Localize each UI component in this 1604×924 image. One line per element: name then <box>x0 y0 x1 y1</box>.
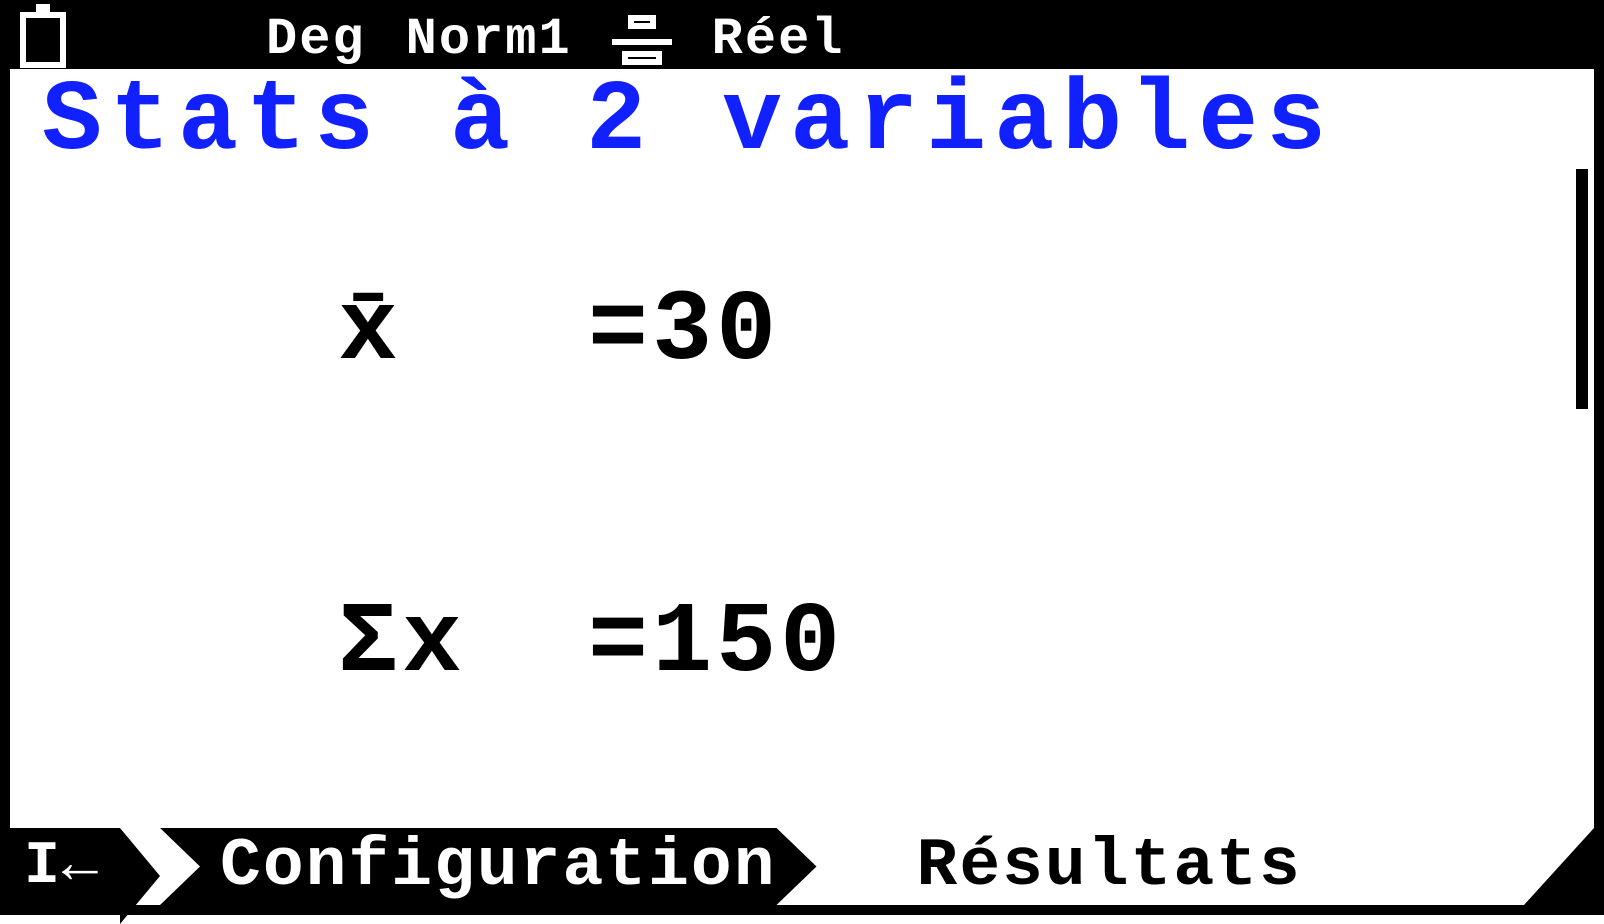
status-bar: Deg Norm1 Réel <box>10 10 1594 69</box>
stat-row: Σx=150 <box>42 489 1574 801</box>
equals-sign: = <box>588 593 652 697</box>
back-arrow-icon: I← <box>24 833 100 901</box>
screen-title: Stats à 2 variables <box>42 73 1574 173</box>
stat-row: Σx²=5500 <box>42 801 1574 828</box>
breadcrumb-bar: I← Configuration Résultats <box>10 828 1594 905</box>
breadcrumb-configuration-label: Configuration <box>220 828 777 905</box>
scroll-indicator[interactable] <box>1576 169 1588 409</box>
angle-mode: Deg <box>266 10 366 69</box>
breadcrumb-results-label: Résultats <box>917 828 1302 905</box>
breadcrumb-back-button[interactable]: I← <box>10 828 120 905</box>
stat-value-xbar: 30 <box>652 281 780 385</box>
fraction-mode-icon <box>612 15 672 65</box>
equals-sign: = <box>588 281 652 385</box>
main-content: Stats à 2 variables x̄=30 Σx=150 Σx²=550… <box>10 69 1594 828</box>
breadcrumb-configuration[interactable]: Configuration <box>160 828 817 905</box>
stat-label-sumx: Σx <box>298 593 588 697</box>
stat-value-sumx: 150 <box>652 593 844 697</box>
breadcrumb-results: Résultats <box>817 828 1524 905</box>
complex-mode: Réel <box>712 10 845 69</box>
display-mode: Norm1 <box>406 10 572 69</box>
corner-decoration <box>1524 828 1594 905</box>
battery-icon <box>20 12 66 68</box>
stat-row: x̄=30 <box>42 177 1574 489</box>
stat-label-xbar: x̄ <box>298 281 588 385</box>
